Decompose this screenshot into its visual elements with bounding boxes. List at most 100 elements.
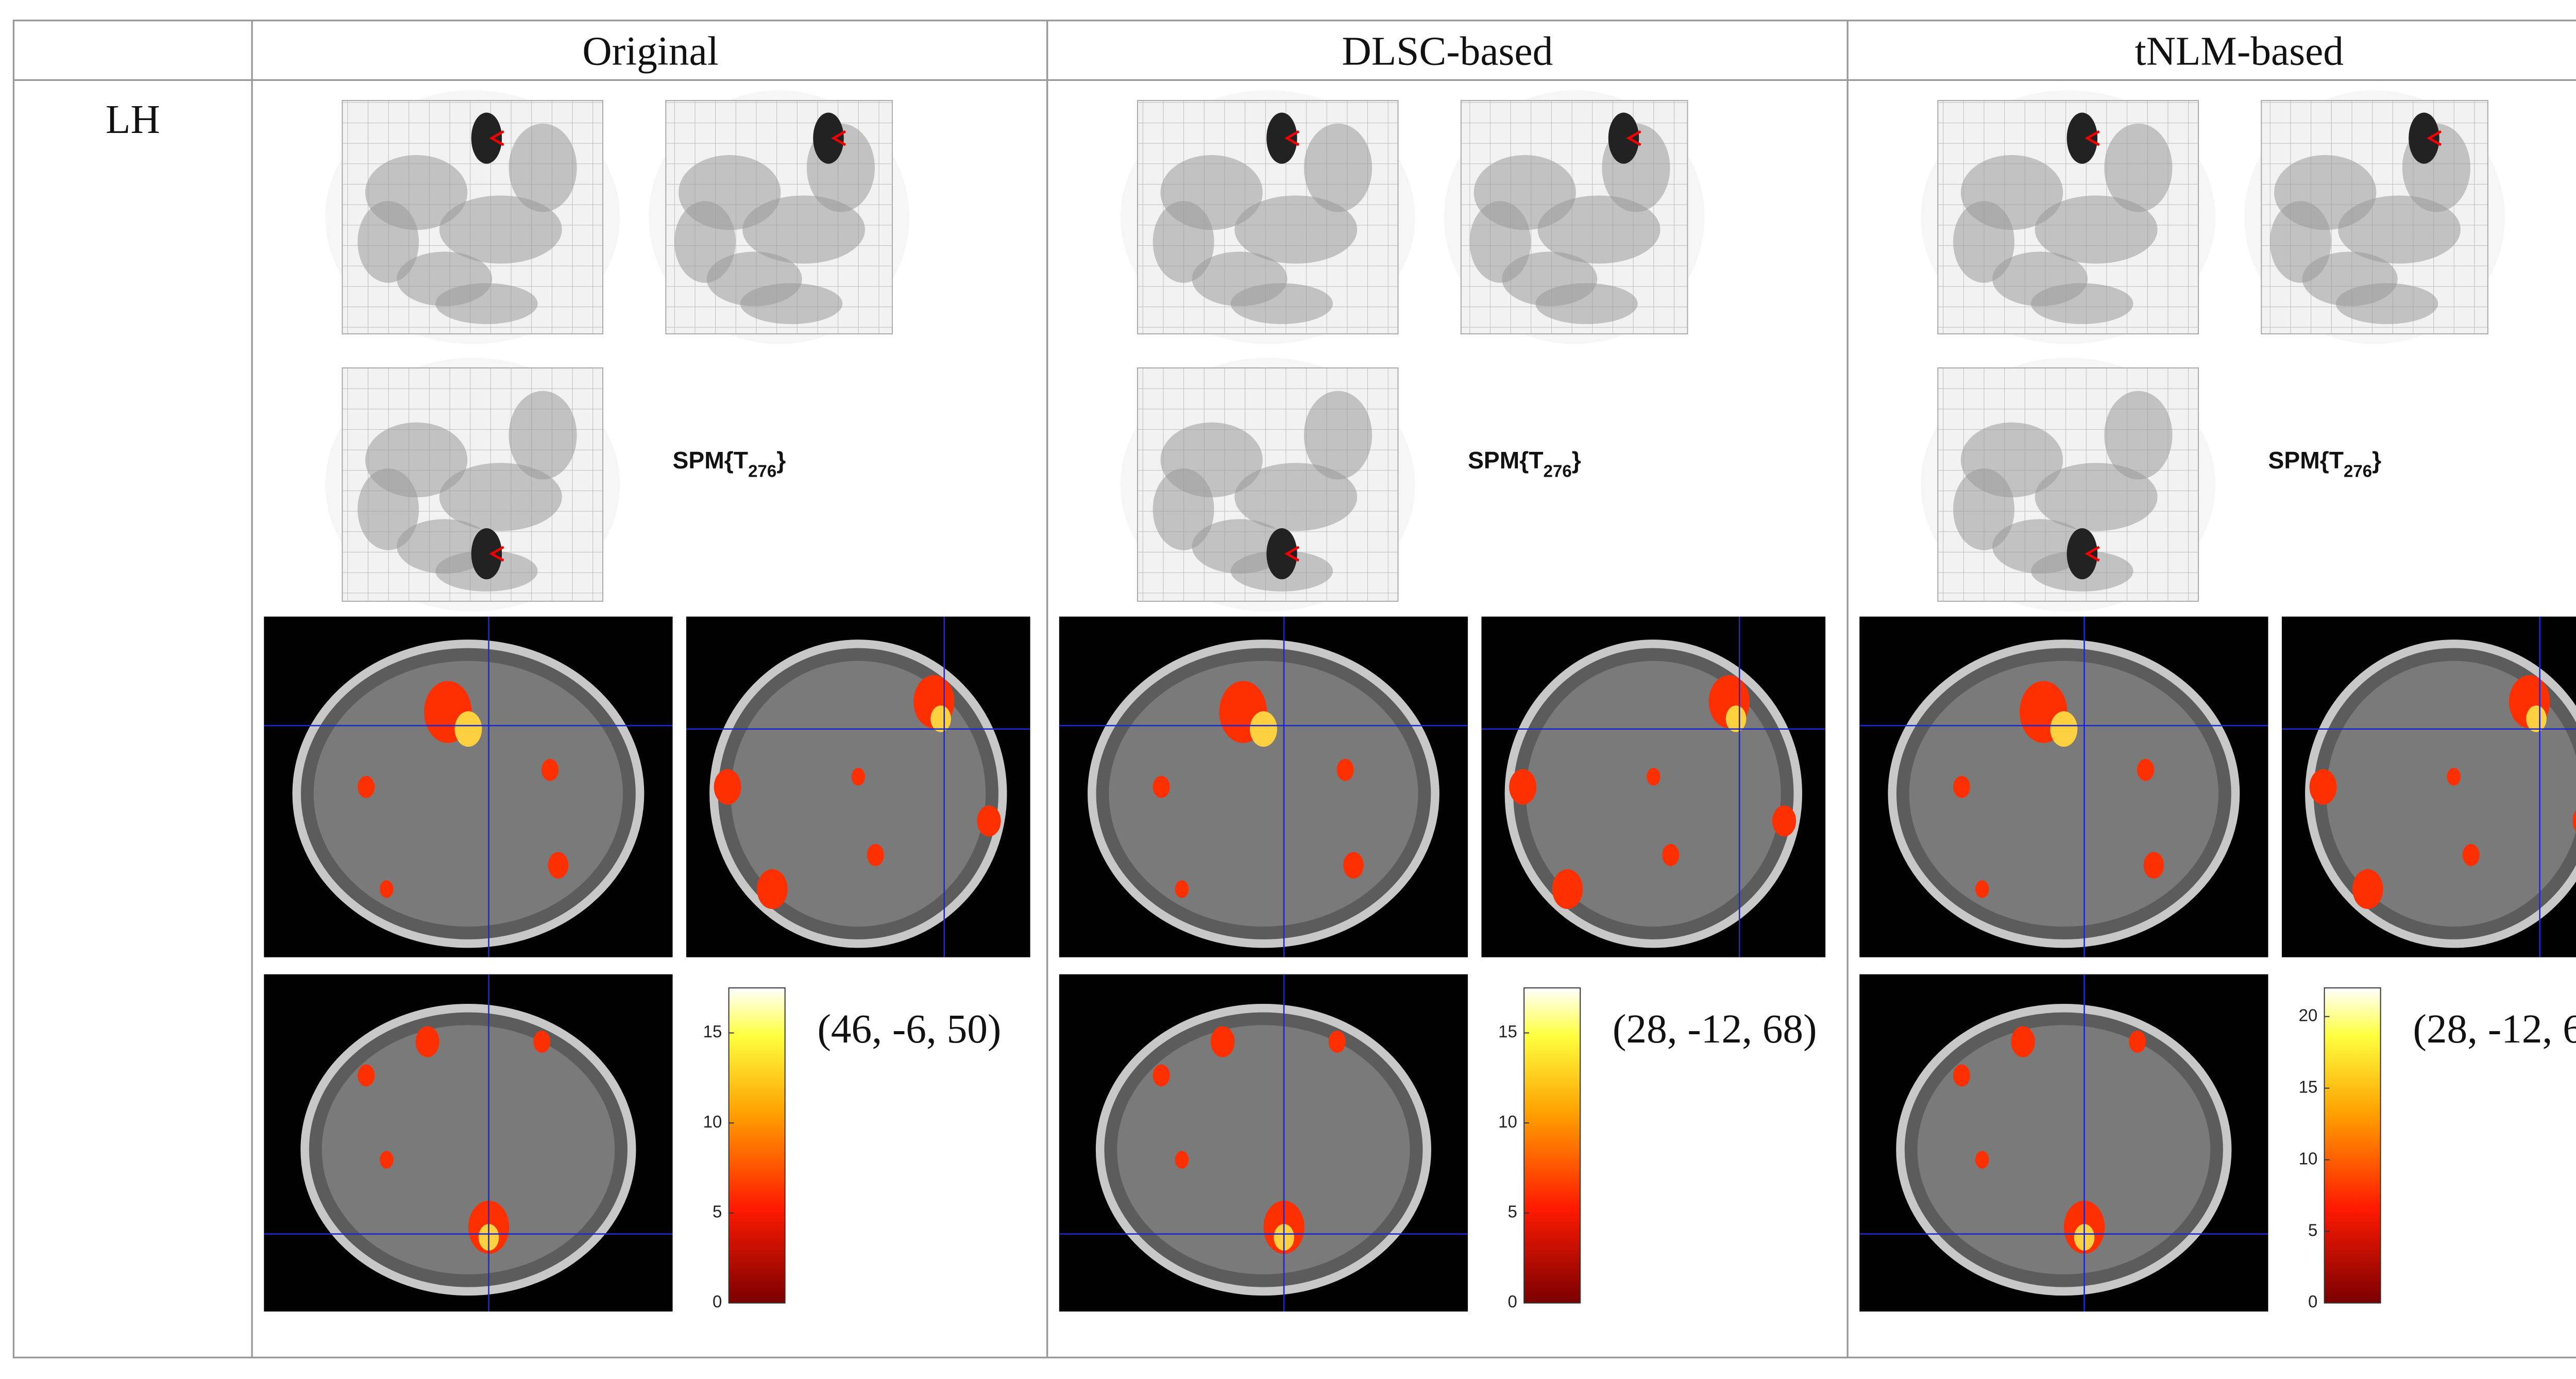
brain-tissue — [1109, 661, 1418, 927]
activation — [1250, 711, 1277, 747]
sagittal-slice — [1059, 616, 1468, 957]
glass-blob — [2269, 201, 2331, 283]
colorbar-tick-label: 0 — [713, 1292, 722, 1311]
colorbar-tick-label: 5 — [713, 1203, 722, 1222]
spm-subscript: 276 — [1544, 462, 1572, 481]
glass-peak — [471, 112, 502, 164]
activation — [380, 880, 394, 898]
activation — [851, 768, 866, 786]
colorbar-tick-label: 0 — [2308, 1292, 2317, 1311]
glass-brain — [1921, 358, 2216, 612]
activation — [533, 1031, 551, 1053]
glass-blob — [1153, 468, 1214, 550]
glass-blob — [2104, 391, 2173, 480]
activation — [977, 805, 1001, 837]
glass-peak — [813, 112, 844, 164]
brain-tissue — [321, 1025, 615, 1274]
activation — [714, 769, 741, 805]
spm-base: SPM{T — [673, 447, 749, 474]
glass-blob — [439, 195, 562, 264]
activation — [930, 705, 951, 732]
row-label: LH — [106, 97, 160, 142]
column-panel: SPM{T276} 0 5 10 15 (28, -12, 68) — [1059, 90, 1826, 1312]
colorbar — [1523, 987, 1581, 1304]
glass-blob — [2338, 195, 2461, 264]
glass-blob — [1303, 123, 1372, 212]
glass-blob — [435, 283, 538, 324]
activation — [1647, 768, 1660, 786]
glass-blob — [1153, 201, 1214, 283]
colorbar-tick-label: 15 — [1498, 1022, 1517, 1041]
cursor — [1284, 546, 1300, 562]
activation — [1552, 869, 1583, 910]
activation — [1509, 769, 1537, 805]
activation — [2011, 1026, 2035, 1057]
glass-brain — [325, 358, 620, 612]
glass-blob — [1953, 468, 2015, 550]
coordinates: (46, -6, 50) — [817, 1006, 1001, 1052]
cursor — [1626, 130, 1641, 146]
glass-blob — [1303, 391, 1372, 480]
spm-label: SPM{T276} — [673, 447, 786, 481]
cursor — [1284, 130, 1300, 146]
glass-peak — [1266, 528, 1297, 580]
brain-tissue — [1917, 1025, 2211, 1274]
glass-blob — [509, 391, 577, 480]
activation — [1153, 776, 1170, 798]
activation — [2572, 810, 2576, 832]
activation — [1725, 705, 1747, 732]
coronal-slice — [686, 616, 1030, 957]
glass-blob — [509, 123, 577, 212]
glass-blob — [1469, 201, 1531, 283]
spm-close: } — [2372, 447, 2381, 474]
cursor — [2426, 130, 2442, 146]
glass-peak — [2066, 112, 2098, 164]
brain-tissue — [2326, 661, 2576, 927]
glass-blob — [2335, 283, 2438, 324]
cursor — [831, 130, 846, 146]
activation — [541, 759, 559, 781]
colorbar-tick-label: 0 — [1508, 1292, 1517, 1311]
table-lines — [12, 20, 2576, 1358]
glass-blob — [2031, 283, 2133, 324]
activation — [1328, 1031, 1346, 1053]
activation — [1975, 1151, 1989, 1169]
glass-blob — [358, 468, 419, 550]
colorbar-tick-label: 10 — [703, 1113, 722, 1132]
activation — [358, 1064, 375, 1087]
sagittal-slice — [264, 616, 673, 957]
cursor — [489, 546, 504, 562]
glass-blob — [740, 283, 843, 324]
cursor — [2084, 546, 2100, 562]
coordinates: (28, -12, 68) — [1613, 1006, 1817, 1052]
brain-tissue — [313, 661, 623, 927]
glass-blob — [439, 463, 562, 531]
activation — [1153, 1064, 1170, 1087]
activation — [358, 776, 375, 798]
cursor — [2084, 130, 2100, 146]
spm-subscript: 276 — [2344, 462, 2372, 481]
column-header: tNLM-based — [2135, 29, 2344, 74]
coronal-slice — [1481, 616, 1826, 957]
activation — [415, 1026, 439, 1057]
activation — [454, 711, 482, 747]
spm-label: SPM{T276} — [1468, 447, 1581, 481]
axial-slice — [264, 974, 673, 1312]
activation — [1975, 880, 1989, 898]
glass-blob — [1953, 201, 2015, 283]
spm-base: SPM{T — [1468, 447, 1544, 474]
activation — [2462, 844, 2480, 866]
colorbar-tick-label: 5 — [2308, 1221, 2317, 1240]
activation — [1210, 1026, 1235, 1057]
glass-brain — [1120, 358, 1415, 612]
colorbar-tick-label: 10 — [1498, 1113, 1517, 1132]
glass-blob — [674, 201, 736, 283]
coordinates: (28, -12, 68) — [2413, 1006, 2576, 1052]
glass-brain — [325, 90, 620, 344]
column-header: DLSC-based — [1342, 29, 1553, 74]
brain-tissue — [1526, 661, 1781, 927]
axial-slice — [1059, 974, 1468, 1312]
glass-blob — [742, 195, 866, 264]
activation — [1336, 759, 1354, 781]
colorbar-tick-label: 10 — [2299, 1149, 2318, 1168]
